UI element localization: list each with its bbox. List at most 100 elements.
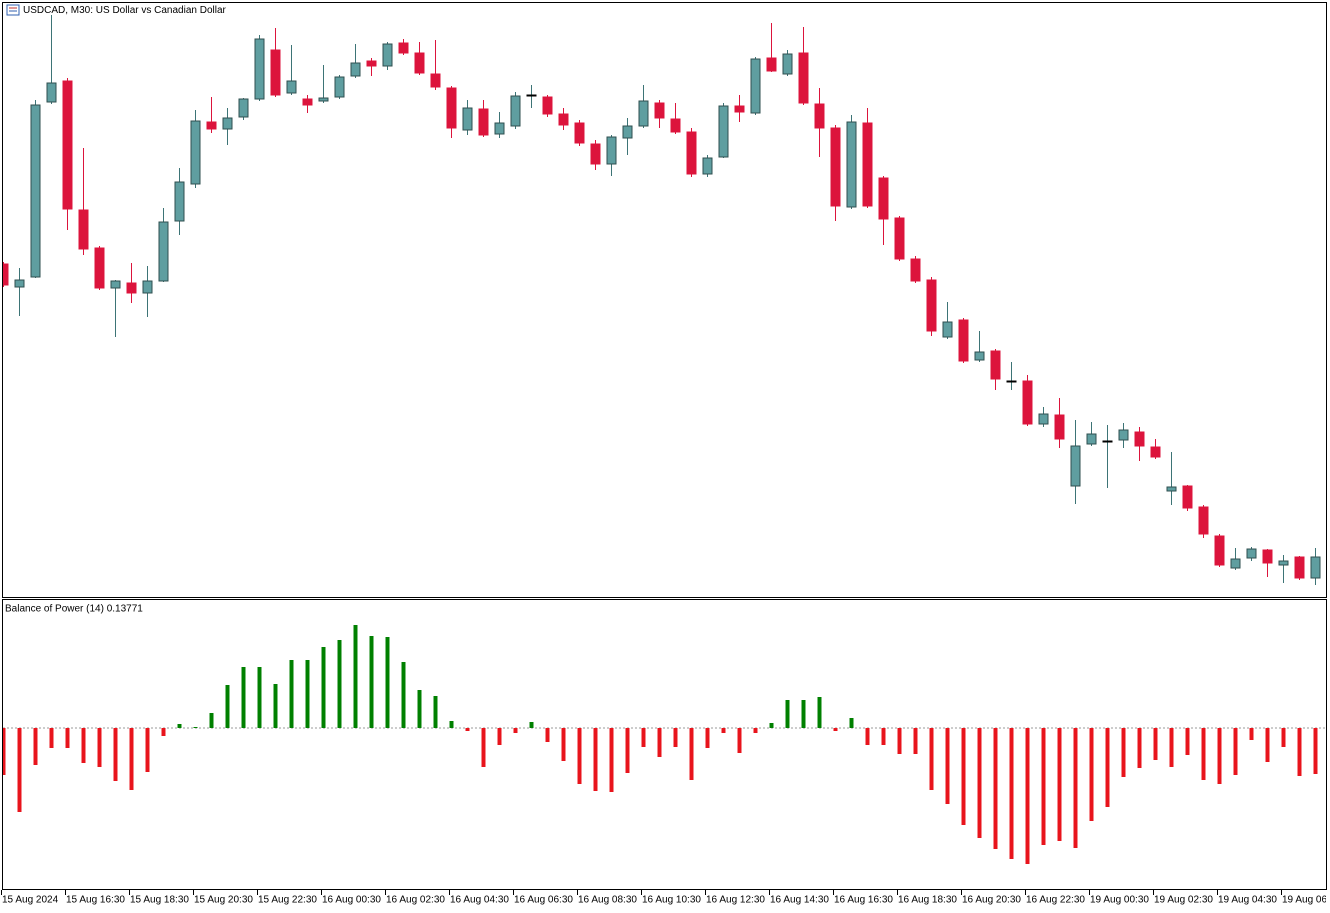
bop-bar (273, 684, 278, 728)
bop-bar (1153, 728, 1158, 760)
bop-bar (1137, 728, 1142, 768)
bop-bar (977, 728, 982, 838)
bop-bar (1249, 728, 1254, 740)
candle-body (510, 95, 521, 127)
bop-bar (1025, 728, 1030, 864)
candle-body (238, 98, 249, 118)
bop-bar (1105, 728, 1110, 807)
x-tick-label: 16 Aug 18:30 (898, 895, 957, 906)
bop-bar (721, 728, 726, 733)
x-tick-label: 15 Aug 22:30 (258, 895, 317, 906)
candle-body (1214, 535, 1225, 566)
symbol-icon (6, 4, 20, 16)
candle-body (78, 209, 89, 250)
candle-body (990, 350, 1001, 380)
candle-body (958, 319, 969, 362)
bop-bar (177, 724, 182, 728)
bop-bar (641, 728, 646, 747)
bop-bar (129, 728, 134, 790)
bop-bar (65, 728, 70, 748)
bop-bar (97, 728, 102, 767)
candle-body (526, 94, 537, 97)
candle-body (494, 122, 505, 135)
indicator-title: Balance of Power (14) 0.13771 (5, 604, 143, 615)
candle-body (894, 217, 905, 260)
candle-body (574, 122, 585, 144)
bop-bar (529, 722, 534, 728)
candle-body (318, 97, 329, 102)
candle-body (606, 136, 617, 165)
bop-bar (465, 728, 470, 731)
candle-body (398, 42, 409, 54)
x-tick-label: 16 Aug 04:30 (450, 895, 509, 906)
x-tick-label: 19 Aug 02:30 (1154, 895, 1213, 906)
time-axis: 15 Aug 2024 15 Aug 16:30 15 Aug 18:30 15 Au… (1, 890, 1326, 906)
indicator-pane-border (2, 599, 1327, 890)
bop-bar (497, 728, 502, 745)
bop-bar (913, 728, 918, 754)
x-tick-label: 16 Aug 14:30 (770, 895, 829, 906)
x-tick-label: 16 Aug 16:30 (834, 895, 893, 906)
candle-body (190, 120, 201, 185)
bop-bar (1297, 728, 1302, 776)
bop-bar (785, 700, 790, 728)
bop-bar (81, 728, 86, 763)
x-tick-label: 15 Aug 16:30 (66, 895, 125, 906)
candle-body (382, 43, 393, 67)
bop-bar (1009, 728, 1014, 859)
candle-body (654, 102, 665, 119)
bop-bar (689, 728, 694, 780)
chart-title: USDCAD, M30: US Dollar vs Canadian Dolla… (23, 5, 227, 16)
candle-body (254, 38, 265, 100)
bop-bar (577, 728, 582, 784)
bop-bar (1041, 728, 1046, 845)
x-tick-label: 15 Aug 2024 (2, 895, 59, 906)
candle-body (446, 87, 457, 129)
bop-bar (1265, 728, 1270, 762)
candle-body (270, 49, 281, 96)
x-tick-label: 16 Aug 10:30 (642, 895, 701, 906)
candle-body (286, 80, 297, 94)
candle-body (702, 157, 713, 175)
candle-body (62, 80, 73, 210)
bop-bar (369, 636, 374, 728)
candle-body (414, 52, 425, 74)
candle-body (462, 107, 473, 131)
candle-body (350, 62, 361, 77)
bop-bar (241, 667, 246, 728)
bop-bar (945, 728, 950, 804)
bop-bar (993, 728, 998, 849)
x-tick-label: 16 Aug 08:30 (578, 895, 637, 906)
bop-bar (801, 700, 806, 728)
candle-body (766, 57, 777, 72)
bop-bar (1073, 728, 1078, 848)
bop-bar (625, 728, 630, 773)
bop-bar (705, 728, 710, 748)
candle-body (478, 108, 489, 136)
candle-body (174, 181, 185, 222)
bop-bar (897, 728, 902, 754)
bop-bar (1089, 728, 1094, 821)
bop-bar (849, 718, 854, 728)
candle-body (1166, 486, 1177, 492)
bop-bar (1169, 728, 1174, 767)
candle-body (782, 53, 793, 75)
bop-bar (673, 728, 678, 747)
candle-body (1070, 445, 1081, 487)
bop-bar (337, 640, 342, 728)
candle-body (1150, 446, 1161, 458)
bop-bar (33, 728, 38, 765)
candle-body (686, 131, 697, 175)
bop-bar (929, 728, 934, 790)
bop-bar (17, 728, 22, 812)
bop-bar (609, 728, 614, 792)
candle-body (366, 60, 377, 67)
candle-body (46, 82, 57, 103)
bop-bar (881, 728, 886, 745)
bop-bar (353, 625, 358, 728)
x-tick-label: 16 Aug 06:30 (514, 895, 573, 906)
candle-body (1038, 413, 1049, 425)
bop-bar (1217, 728, 1222, 784)
bop-bar (1313, 728, 1318, 774)
